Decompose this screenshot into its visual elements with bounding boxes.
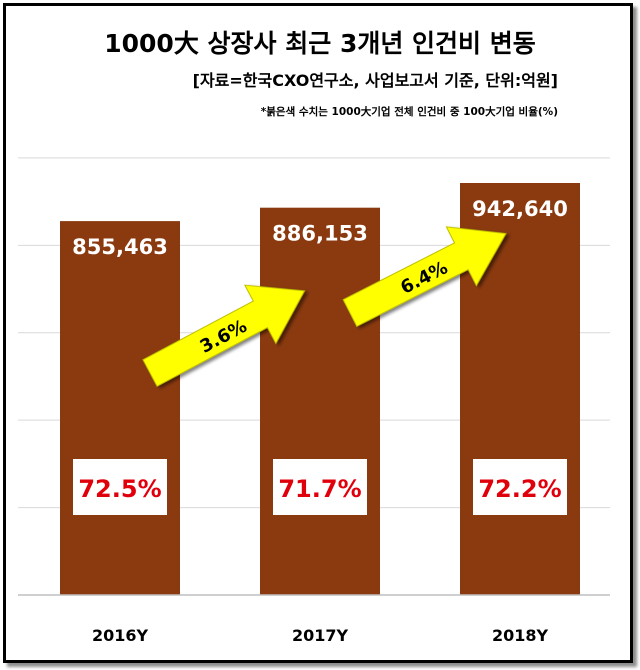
bar <box>60 221 180 595</box>
ratio-label: 72.2% <box>478 475 561 503</box>
ratio-label: 71.7% <box>278 475 361 503</box>
x-axis: 2016Y 2017Y 2018Y <box>18 594 610 645</box>
growth-arrow-shape <box>142 284 306 387</box>
bar-value-label: 886,153 <box>272 222 368 246</box>
ratio-box <box>273 459 367 515</box>
chart-subtitle: [자료=한국CXO연구소, 사업보고서 기준, 단위:억원] <box>193 71 558 90</box>
x-tick-label: 2016Y <box>92 626 149 645</box>
chart-title: 1000大 상장사 최근 3개년 인건비 변동 <box>104 29 536 58</box>
ratio-label: 72.5% <box>78 475 161 503</box>
bars <box>60 183 580 596</box>
x-tick-label: 2018Y <box>492 626 549 645</box>
bar-value-label: 855,463 <box>72 235 168 259</box>
bar <box>260 207 380 596</box>
bar-value-label: 942,640 <box>472 197 568 221</box>
ratio-box <box>473 459 567 515</box>
value-labels: 855,463 72.5% 886,153 71.7% 942,640 72.2% <box>72 197 568 515</box>
ratio-box <box>73 459 167 515</box>
growth-arrow: 6.4% <box>342 226 507 328</box>
growth-arrow-shape <box>342 226 507 328</box>
chart-note: *붉은색 수치는 1000大기업 전체 인건비 중 100大기업 비율(%) <box>261 105 558 118</box>
x-tick-label: 2017Y <box>292 626 349 645</box>
